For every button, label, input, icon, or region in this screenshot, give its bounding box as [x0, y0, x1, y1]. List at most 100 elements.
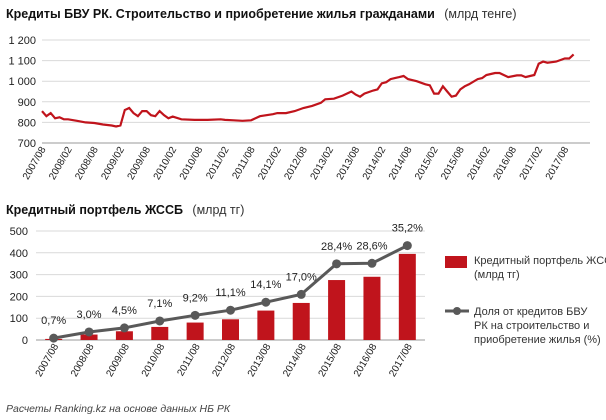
chart1-x-tick: 2016/02 [465, 145, 493, 182]
chart2-share-label: 14,1% [250, 279, 281, 291]
chart2-share-label: 28,6% [356, 240, 387, 252]
chart1-x-tick: 2017/02 [518, 145, 546, 182]
chart2-y-tick: 200 [10, 291, 28, 303]
chart2-share-label: 9,2% [183, 292, 208, 304]
chart2-share-label: 4,5% [112, 305, 137, 317]
chart2-x-tick: 2009/08 [104, 342, 132, 379]
chart1-y-axis: 700 800 900 1 000 1 100 1 200 [8, 35, 36, 150]
chart2-x-tick: 2017/08 [387, 342, 415, 379]
chart1-x-tick: 2010/08 [178, 145, 206, 182]
chart1-y-tick: 700 [18, 138, 36, 150]
chart2-title: Кредитный портфель ЖССБ (млрд тг) [6, 201, 244, 218]
chart2-share-point [261, 297, 271, 307]
legend-bar-swatch [445, 256, 467, 268]
legend-label-line: РК на строительство и [474, 320, 589, 332]
chart1-y-tick: 800 [18, 117, 36, 129]
chart1-series-line [41, 53, 575, 128]
source-note: Расчеты Ranking.kz на основе данных НБ Р… [6, 403, 231, 415]
chart2-x-tick: 2010/08 [140, 342, 168, 379]
chart2-share-point [49, 333, 59, 343]
chart2-share-label: 7,1% [147, 298, 172, 310]
chart1-x-tick: 2016/08 [492, 145, 520, 182]
chart1-x-tick: 2007/08 [21, 145, 49, 182]
chart1-x-tick: 2013/08 [335, 145, 363, 182]
legend-label-line: (млрд тг) [474, 269, 520, 281]
chart1-title-main: Кредиты БВУ РК. Строительство и приобрет… [6, 7, 435, 21]
chart2-x-axis: 2007/08 2008/08 2009/08 2010/08 2011/08 2012/… [34, 342, 415, 379]
chart2-share-label: 28,4% [321, 241, 352, 253]
chart1-x-tick: 2015/08 [439, 145, 467, 182]
chart1-x-tick: 2008/08 [73, 145, 101, 182]
chart1-x-tick: 2017/08 [544, 145, 572, 182]
chart1-gridlines [42, 39, 590, 144]
chart2-share-point [402, 241, 412, 251]
chart2-x-tick: 2011/08 [176, 342, 203, 379]
chart1-x-tick: 2013/02 [309, 145, 337, 182]
chart2-bar [151, 326, 169, 340]
chart2-title-main: Кредитный портфель ЖССБ [6, 203, 183, 217]
chart2-share-point [226, 305, 235, 315]
chart2-share-point [332, 259, 342, 269]
chart1-x-tick: 2014/08 [387, 145, 415, 182]
chart1-x-tick: 2009/08 [126, 145, 154, 182]
chart2-x-tick: 2014/08 [281, 342, 309, 379]
chart1-y-tick: 1 000 [8, 76, 36, 88]
chart2-bar [328, 280, 346, 340]
chart2-y-tick: 400 [10, 248, 28, 260]
chart1-x-tick: 2012/08 [282, 145, 310, 182]
legend-label-line: Доля от кредитов БВУ [474, 306, 588, 318]
chart2-bar [257, 310, 275, 340]
chart1-x-tick: 2009/02 [99, 145, 127, 182]
chart2-share-label: 11,1% [215, 287, 246, 299]
chart2-bar [363, 276, 381, 340]
chart1-x-tick: 2011/08 [231, 145, 258, 182]
chart2-title-unit: (млрд тг) [192, 203, 244, 217]
chart2-share-label: 17,0% [286, 271, 317, 283]
chart1-x-tick: 2015/02 [413, 145, 441, 182]
chart2-bar [80, 334, 98, 340]
legend-line-label: Доля от кредитов БВУ РК на строительство … [474, 306, 601, 346]
chart1-y-tick: 1 100 [8, 56, 36, 68]
chart2-x-tick: 2007/08 [34, 342, 62, 379]
chart2-bar [115, 331, 133, 340]
chart1-y-tick: 900 [18, 97, 36, 109]
legend-bar-label: Кредитный портфель ЖССБ (млрд тг) [474, 255, 606, 281]
chart2-bar [186, 322, 204, 340]
chart2-bars [45, 253, 416, 340]
chart2-legend: Кредитный портфель ЖССБ (млрд тг) Доля от… [445, 255, 606, 346]
chart2-y-tick: 500 [10, 226, 28, 238]
chart1-title: Кредиты БВУ РК. Строительство и приобрет… [6, 5, 517, 22]
chart2-share-point [84, 327, 94, 337]
chart2-bar [398, 253, 416, 340]
chart2-share-point [119, 323, 129, 333]
legend-label-line: Кредитный портфель ЖССБ [474, 255, 606, 267]
chart2-bar [222, 319, 239, 340]
chart2-bar [292, 302, 310, 340]
chart2-x-tick: 2015/08 [317, 342, 345, 379]
chart2-x-tick: 2016/08 [352, 342, 380, 379]
chart2-share-label: 0,7% [41, 315, 66, 327]
chart2-share-points [49, 241, 412, 343]
chart2-y-axis: 0 100 200 300 400 500 [10, 226, 28, 347]
chart1-title-unit: (млрд тенге) [444, 7, 516, 21]
chart2-x-tick: 2008/08 [69, 342, 97, 379]
chart2-share-label: 3,0% [77, 309, 102, 321]
legend-label-line: приобретение жилья (%) [474, 334, 601, 346]
chart1-x-tick: 2010/02 [152, 145, 180, 182]
chart2-share-label: 35,2% [392, 223, 423, 235]
chart1-x-tick: 2011/02 [204, 145, 231, 182]
chart1-y-tick: 1 200 [8, 35, 36, 47]
chart1-x-tick: 2008/02 [47, 145, 75, 182]
chart1-x-tick: 2012/02 [256, 145, 284, 182]
chart2-x-tick: 2012/08 [210, 342, 238, 379]
chart2-y-tick: 0 [22, 335, 28, 347]
chart2-share-point [155, 316, 165, 326]
chart1-x-axis: 2007/082008/022008/082009/022009/082010/… [21, 145, 572, 182]
chart1-x-tick: 2014/02 [361, 145, 389, 182]
chart2-x-tick: 2013/08 [246, 342, 274, 379]
chart2-share-point [296, 289, 306, 299]
chart2-share-point [190, 310, 200, 320]
chart2-y-tick: 300 [10, 270, 28, 282]
